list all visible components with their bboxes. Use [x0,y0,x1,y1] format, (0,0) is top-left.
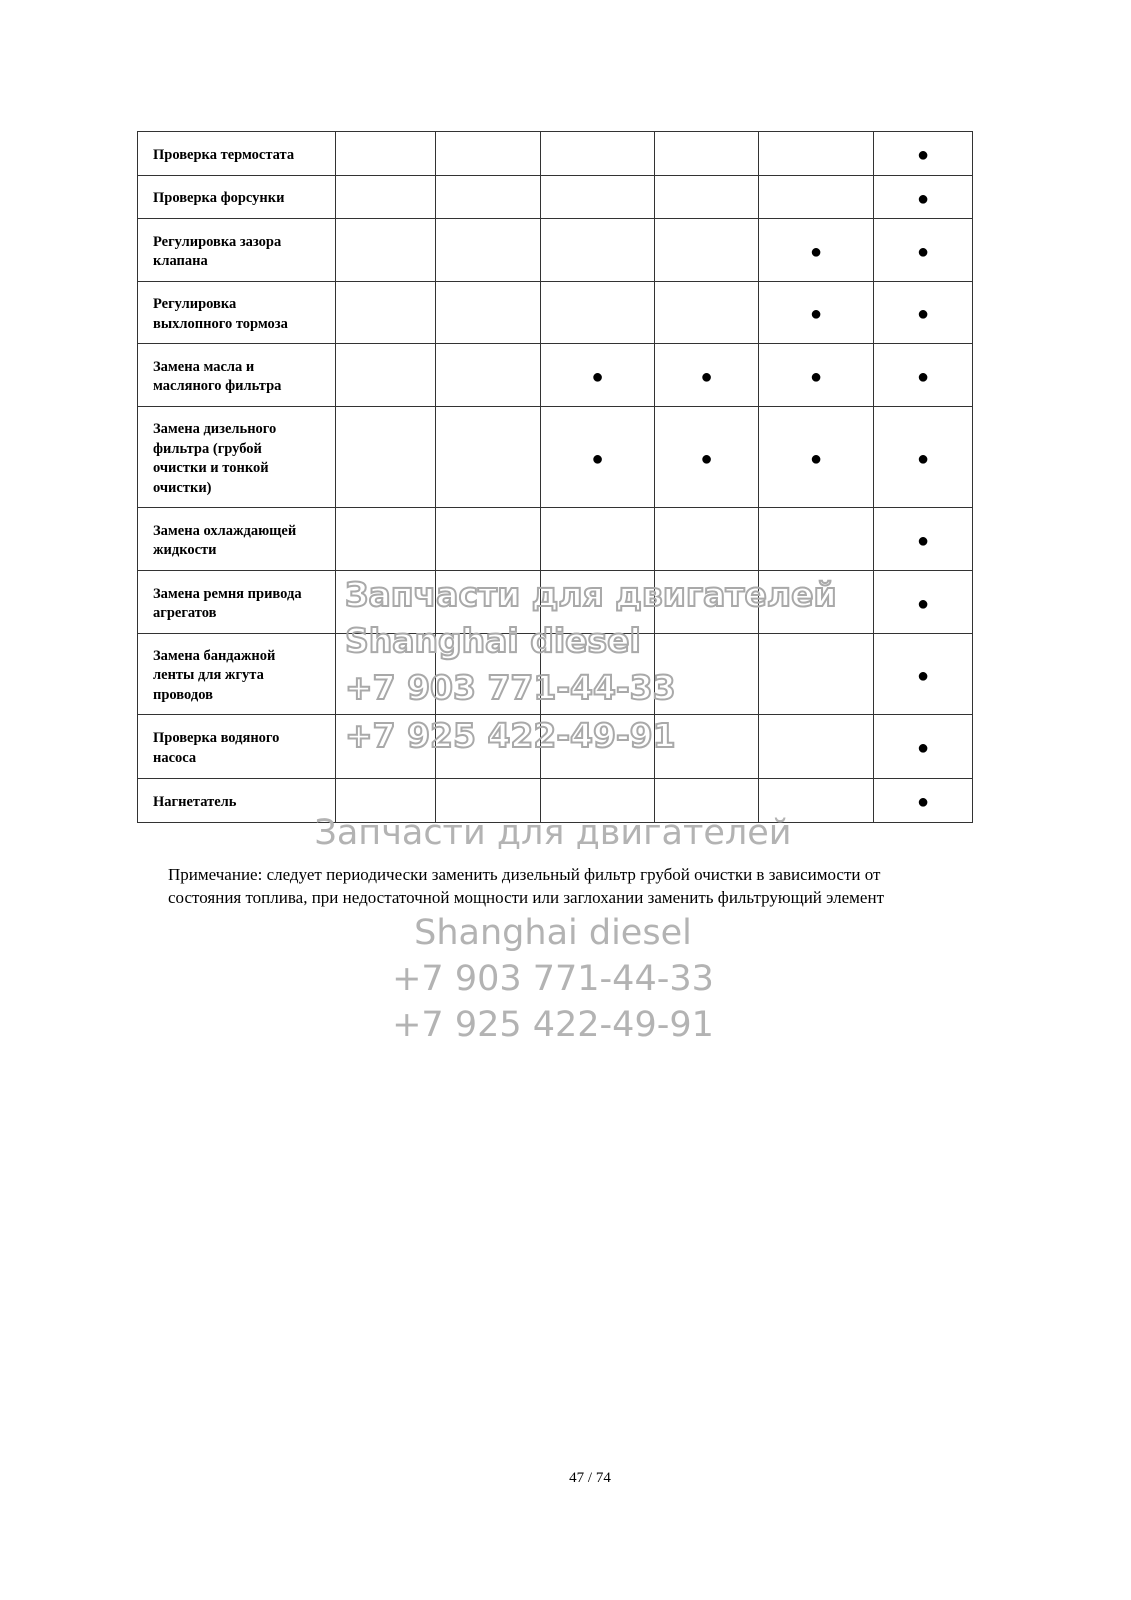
bullet-mark-cell: ● [654,343,759,407]
empty-cell [758,778,874,823]
empty-cell [435,507,541,571]
row-label: Замена ремня привода агрегатов [137,570,336,634]
watermark-line-3-solid: +7 903 771-44-33 [392,959,714,999]
row-label: Замена масла и масляного фильтра [137,343,336,407]
empty-cell [435,218,541,282]
empty-cell [654,778,759,823]
row-label: Замена дизельного фильтра (грубой очистк… [137,406,336,508]
empty-cell [758,633,874,715]
row-label: Замена охлаждающей жидкости [137,507,336,571]
empty-cell [540,633,655,715]
empty-cell [335,507,436,571]
watermark-line-2-solid: Shanghai diesel [414,913,692,953]
page-number: 47 / 74 [569,1470,611,1486]
empty-cell [654,633,759,715]
row-label: Нагнетатель [137,778,336,823]
empty-cell [435,406,541,508]
empty-cell [540,570,655,634]
empty-cell [335,570,436,634]
empty-cell [758,714,874,779]
bullet-mark-cell: ● [540,343,655,407]
empty-cell [654,175,759,219]
watermark-line-4-solid: +7 925 422-49-91 [392,1005,714,1045]
empty-cell [540,175,655,219]
empty-cell [335,714,436,779]
empty-cell [335,218,436,282]
table-row: Замена масла и масляного фильтра ● ● ● ● [137,343,973,407]
bullet-mark-cell: ● [873,406,973,508]
table-row: Проверка водяного насоса ● [137,714,973,779]
table-row: Нагнетатель ● [137,778,973,823]
table-row: Проверка термостата ● [137,131,973,176]
row-label: Проверка форсунки [137,175,336,219]
empty-cell [654,281,759,344]
empty-cell [758,131,874,176]
empty-cell [335,778,436,823]
empty-cell [335,281,436,344]
empty-cell [335,633,436,715]
note-line-1: Примечание: следует периодически заменит… [168,865,881,884]
empty-cell [540,778,655,823]
empty-cell [654,714,759,779]
bullet-mark-cell: ● [758,343,874,407]
empty-cell [335,175,436,219]
empty-cell [435,714,541,779]
note-paragraph: Примечание: следует периодически заменит… [168,863,1068,909]
table-row: Проверка форсунки ● [137,175,973,219]
empty-cell [540,218,655,282]
empty-cell [758,175,874,219]
empty-cell [654,507,759,571]
empty-cell [654,570,759,634]
bullet-mark-cell: ● [873,633,973,715]
empty-cell [540,714,655,779]
empty-cell [654,131,759,176]
empty-cell [335,131,436,176]
empty-cell [435,131,541,176]
empty-cell [435,343,541,407]
empty-cell [335,343,436,407]
maintenance-schedule-table: Проверка термостата ● Проверка форсунки ● Ре… [137,131,973,823]
row-label: Регулировка зазора клапана [137,218,336,282]
table-row: Замена бандажной ленты для жгута проводо… [137,633,973,715]
empty-cell [335,406,436,508]
note-line-2: состояния топлива, при недостаточной мощ… [168,888,885,907]
bullet-mark-cell: ● [873,778,973,823]
empty-cell [654,218,759,282]
bullet-mark-cell: ● [654,406,759,508]
bullet-mark-cell: ● [873,281,973,344]
empty-cell [435,281,541,344]
bullet-mark-cell: ● [540,406,655,508]
bullet-mark-cell: ● [758,281,874,344]
empty-cell [435,778,541,823]
empty-cell [435,175,541,219]
bullet-mark-cell: ● [873,714,973,779]
empty-cell [540,281,655,344]
bullet-mark-cell: ● [873,175,973,219]
table-row: Регулировка зазора клапана ● ● [137,218,973,282]
row-label: Проверка термостата [137,131,336,176]
table-row: Замена ремня привода агрегатов ● [137,570,973,634]
empty-cell [435,633,541,715]
row-label: Проверка водяного насоса [137,714,336,779]
table-row: Регулировка выхлопного тормоза ● ● [137,281,973,344]
empty-cell [758,570,874,634]
bullet-mark-cell: ● [758,218,874,282]
row-label: Замена бандажной ленты для жгута проводо… [137,633,336,715]
bullet-mark-cell: ● [873,131,973,176]
empty-cell [540,131,655,176]
empty-cell [435,570,541,634]
table-row: Замена дизельного фильтра (грубой очистк… [137,406,973,508]
bullet-mark-cell: ● [758,406,874,508]
row-label: Регулировка выхлопного тормоза [137,281,336,344]
bullet-mark-cell: ● [873,343,973,407]
empty-cell [758,507,874,571]
bullet-mark-cell: ● [873,570,973,634]
bullet-mark-cell: ● [873,218,973,282]
bullet-mark-cell: ● [873,507,973,571]
empty-cell [540,507,655,571]
table-row: Замена охлаждающей жидкости ● [137,507,973,571]
